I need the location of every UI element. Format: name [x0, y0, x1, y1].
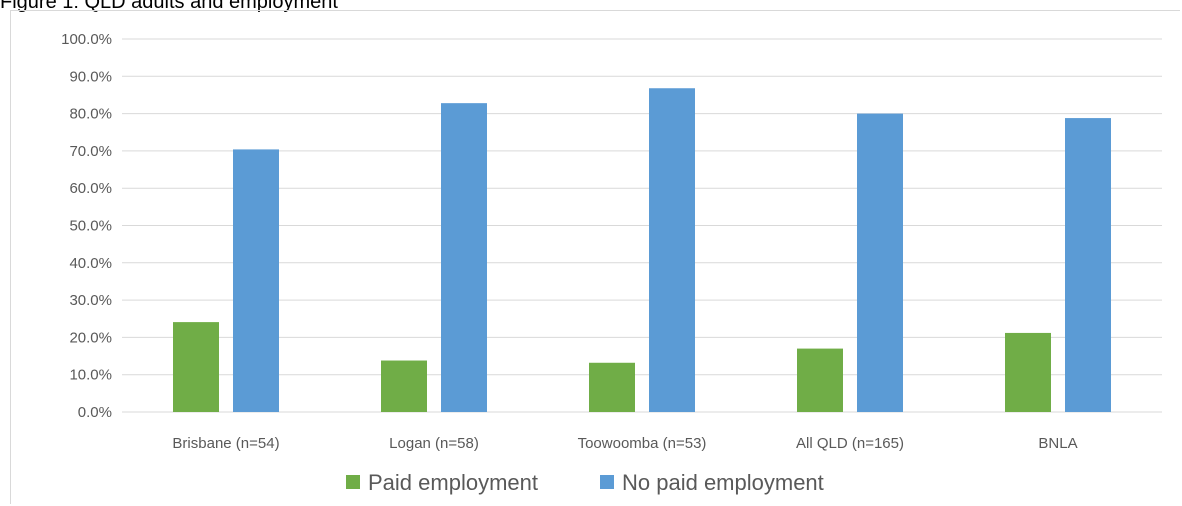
y-tick-label: 40.0%: [69, 255, 112, 272]
x-tick-label: Brisbane (n=54): [172, 435, 279, 452]
y-tick-label: 60.0%: [69, 180, 112, 197]
x-axis-ticks: Brisbane (n=54) Logan (n=58) Toowoomba (n=…: [172, 435, 1077, 452]
x-tick-label: Toowoomba (n=53): [578, 435, 707, 452]
y-tick-label: 10.0%: [69, 367, 112, 384]
bar-paid-employment: [381, 360, 427, 412]
legend-swatch: [600, 475, 614, 489]
bar-no-paid-employment: [857, 113, 903, 412]
legend: Paid employment No paid employment: [346, 470, 824, 495]
legend-label: Paid employment: [368, 470, 538, 495]
bar-paid-employment: [1005, 332, 1051, 412]
y-tick-label: 20.0%: [69, 329, 112, 346]
bar-paid-employment: [797, 348, 843, 412]
bar-no-paid-employment: [649, 88, 695, 413]
y-tick-label: 80.0%: [69, 106, 112, 123]
y-axis-ticks: 0.0% 10.0% 20.0% 30.0% 40.0% 50.0% 60.0% 70.0% 8…: [61, 31, 112, 421]
figure-title: Figure 1: QLD adults and employment: [0, 0, 338, 13]
x-tick-label: Logan (n=58): [389, 435, 479, 452]
bar-no-paid-employment: [233, 149, 279, 412]
bar-paid-employment: [589, 362, 635, 412]
bar-no-paid-employment: [1065, 118, 1111, 413]
gridlines: [122, 38, 1162, 413]
y-tick-label: 100.0%: [61, 31, 112, 48]
chart-frame: [10, 10, 1180, 504]
bar-paid-employment: [173, 322, 219, 412]
bar-no-paid-employment: [441, 103, 487, 412]
x-tick-label: All QLD (n=165): [796, 435, 904, 452]
y-tick-label: 0.0%: [78, 404, 112, 421]
bars: [173, 88, 1111, 413]
legend-label: No paid employment: [622, 470, 824, 495]
y-tick-label: 50.0%: [69, 218, 112, 235]
y-tick-label: 70.0%: [69, 143, 112, 160]
legend-swatch: [346, 475, 360, 489]
y-tick-label: 30.0%: [69, 292, 112, 309]
y-tick-label: 90.0%: [69, 68, 112, 85]
x-tick-label: BNLA: [1038, 435, 1077, 452]
